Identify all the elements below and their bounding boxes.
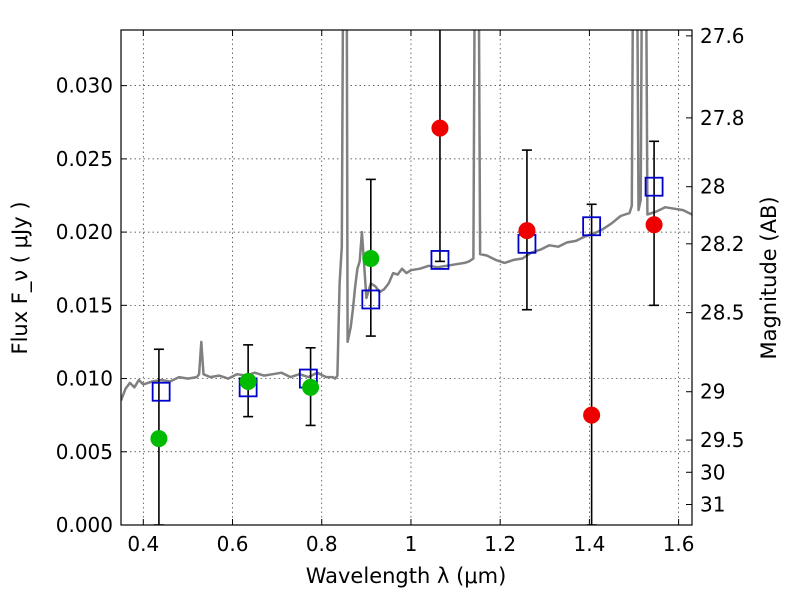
right-tick-label: 30 <box>700 460 725 484</box>
green-data-point <box>362 249 380 267</box>
model-box-marker <box>151 381 171 402</box>
y-tick-label: 0.025 <box>56 147 113 171</box>
y-tick-label: 0.000 <box>56 513 113 537</box>
model-box-marker <box>644 176 664 197</box>
plot-frame <box>120 29 693 526</box>
x-tick-label: 1 <box>405 532 418 556</box>
right-tick-label: 29.5 <box>700 428 745 452</box>
y-axis-title: Flux F_ν ( μJy ) <box>8 201 33 354</box>
y-tick-label: 0.010 <box>56 367 113 391</box>
model-box-marker <box>430 250 450 270</box>
right-tick-label: 28.2 <box>700 232 745 256</box>
red-data-point <box>431 119 449 137</box>
right-tick-label: 28 <box>700 175 725 199</box>
right-tick-label: 27.6 <box>700 24 745 48</box>
y-tick-label: 0.030 <box>56 74 113 98</box>
axis-ticks: 0.4 0.6 0.8 1 1.2 1.4 1.6 0.000 0.005 0.010 0.015 0… <box>56 24 745 556</box>
y-tick-label: 0.005 <box>56 440 113 464</box>
right-tick-label: 29 <box>700 380 725 404</box>
green-data-point <box>150 430 168 448</box>
spectrum-line <box>121 30 692 401</box>
x-axis-title: Wavelength λ (μm) <box>306 564 507 588</box>
red-data-point <box>518 222 536 240</box>
model-box-marker <box>582 216 602 237</box>
green-data-point <box>239 372 257 390</box>
model-box-marker <box>361 289 381 310</box>
x-tick-label: 0.6 <box>217 532 249 556</box>
plot-data <box>121 30 692 525</box>
y-tick-label: 0.020 <box>56 220 113 244</box>
red-data-point <box>645 216 663 234</box>
x-tick-label: 1.4 <box>573 532 605 556</box>
y-tick-label: 0.015 <box>56 293 113 317</box>
right-tick-label: 27.8 <box>700 106 745 130</box>
grid-lines <box>121 30 692 526</box>
right-tick-label: 31 <box>700 492 725 516</box>
red-data-point <box>583 406 601 424</box>
x-tick-label: 1.2 <box>484 532 516 556</box>
right-axis-title: Magnitude (AB) <box>757 196 781 359</box>
x-tick-label: 0.4 <box>127 532 159 556</box>
x-tick-label: 1.6 <box>663 532 695 556</box>
x-tick-label: 0.8 <box>306 532 338 556</box>
green-data-point <box>302 378 320 396</box>
right-tick-label: 28.5 <box>700 301 745 325</box>
